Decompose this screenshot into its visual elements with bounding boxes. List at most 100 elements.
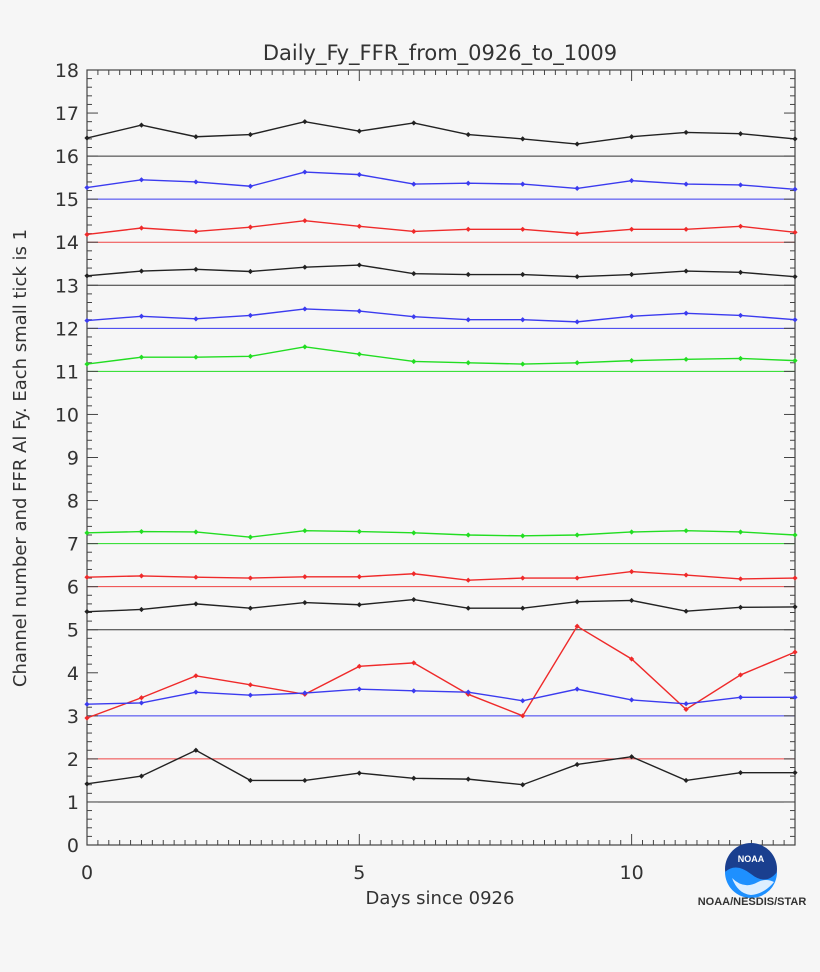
series-4-point bbox=[683, 572, 689, 578]
series-8-point bbox=[356, 262, 362, 268]
series-7-point bbox=[574, 319, 580, 325]
series-0-point bbox=[574, 761, 580, 768]
series-10-point bbox=[737, 182, 744, 188]
y-tick-label: 16 bbox=[55, 146, 79, 168]
series-2-point bbox=[247, 692, 253, 698]
series-3-point bbox=[193, 601, 199, 607]
series-1-point bbox=[193, 673, 199, 679]
series-5-point bbox=[84, 530, 90, 536]
series-10-point bbox=[683, 181, 689, 187]
series-10-point bbox=[520, 181, 526, 187]
series-7-point bbox=[84, 317, 90, 324]
series-7-point bbox=[683, 310, 689, 316]
series-6-point bbox=[792, 358, 798, 364]
series-0-point bbox=[465, 776, 471, 782]
series-line-2 bbox=[86, 688, 795, 705]
series-4-point bbox=[193, 574, 199, 580]
series-0-point bbox=[302, 777, 308, 784]
series-5-point bbox=[247, 534, 253, 540]
series-4-point bbox=[629, 568, 635, 575]
series-11-point bbox=[138, 122, 145, 128]
y-tick-label: 6 bbox=[67, 577, 79, 599]
series-9-point bbox=[302, 218, 308, 224]
series-1-point bbox=[792, 649, 798, 655]
series-2-point bbox=[84, 701, 90, 707]
series-11-point bbox=[629, 134, 635, 140]
series-6-point bbox=[411, 358, 417, 365]
series-line-9 bbox=[86, 219, 796, 236]
noaa-logo: NOAA NOAA/NESDIS/STAR bbox=[696, 842, 808, 912]
series-10-point bbox=[792, 186, 798, 192]
series-9-point bbox=[356, 223, 362, 229]
series-line-11 bbox=[86, 120, 796, 145]
series-8-point bbox=[465, 271, 471, 278]
series-0-point bbox=[411, 775, 417, 781]
series-2-point bbox=[792, 694, 798, 700]
series-0-point bbox=[84, 781, 90, 787]
series-1-point bbox=[520, 713, 526, 719]
series-7-point bbox=[138, 313, 145, 319]
series-10-point bbox=[574, 185, 580, 192]
series-2-point bbox=[302, 690, 308, 696]
series-8-point bbox=[520, 271, 526, 278]
series-11-point bbox=[193, 134, 199, 140]
series-2-point bbox=[574, 686, 580, 692]
series-2-point bbox=[465, 689, 471, 695]
series-10-point bbox=[411, 181, 417, 187]
series-3-point bbox=[356, 602, 362, 608]
y-tick-label: 1 bbox=[67, 792, 79, 814]
series-5-point bbox=[683, 528, 689, 534]
series-5-point bbox=[356, 528, 362, 535]
series-1-point bbox=[247, 682, 253, 688]
series-1-point bbox=[737, 672, 744, 678]
series-8-point bbox=[683, 268, 689, 274]
series-4-point bbox=[465, 577, 471, 583]
series-3-point bbox=[737, 604, 744, 610]
series-3-point bbox=[247, 605, 253, 611]
y-tick-label: 18 bbox=[55, 60, 79, 82]
series-7-point bbox=[520, 317, 526, 323]
series-5-point bbox=[574, 532, 580, 538]
series-6-point bbox=[193, 354, 199, 360]
y-tick-label: 9 bbox=[67, 448, 79, 470]
series-8-point bbox=[302, 264, 308, 270]
x-tick-label: 10 bbox=[620, 862, 644, 884]
y-tick-label: 13 bbox=[55, 275, 79, 297]
series-3-point bbox=[792, 604, 798, 610]
series-8-point bbox=[84, 273, 90, 279]
series-5-point bbox=[737, 529, 744, 535]
series-8-point bbox=[247, 268, 253, 275]
series-7-point bbox=[247, 312, 253, 319]
series-9-point bbox=[574, 231, 580, 237]
series-7-point bbox=[302, 306, 308, 312]
series-11-point bbox=[574, 141, 580, 147]
series-line-6 bbox=[86, 346, 796, 365]
series-2-point bbox=[737, 694, 744, 700]
series-8-point bbox=[629, 271, 635, 278]
y-tick-label: 10 bbox=[55, 404, 79, 426]
series-1-point bbox=[138, 695, 145, 701]
series-5-point bbox=[138, 528, 145, 535]
series-1-point bbox=[356, 663, 362, 669]
series-1-point bbox=[683, 706, 689, 712]
series-6-point bbox=[247, 353, 253, 359]
series-2-point bbox=[193, 689, 199, 695]
series-3-point bbox=[138, 606, 145, 613]
series-2-point bbox=[138, 700, 145, 706]
series-8-point bbox=[737, 269, 744, 275]
series-0-point bbox=[520, 782, 526, 788]
series-line-1 bbox=[86, 625, 796, 719]
chart-title: Daily_Fy_FFR_from_0926_to_1009 bbox=[263, 41, 617, 66]
y-tick-label: 3 bbox=[67, 706, 79, 728]
series-9-point bbox=[629, 226, 635, 232]
series-6-point bbox=[629, 358, 635, 364]
y-tick-label: 0 bbox=[67, 835, 79, 857]
series-7-point bbox=[193, 316, 199, 322]
series-8-point bbox=[411, 271, 417, 277]
noaa-caption: NOAA/NESDIS/STAR bbox=[697, 896, 807, 908]
series-0-point bbox=[683, 777, 689, 784]
series-2-point bbox=[411, 688, 417, 694]
series-5-point bbox=[411, 530, 417, 536]
